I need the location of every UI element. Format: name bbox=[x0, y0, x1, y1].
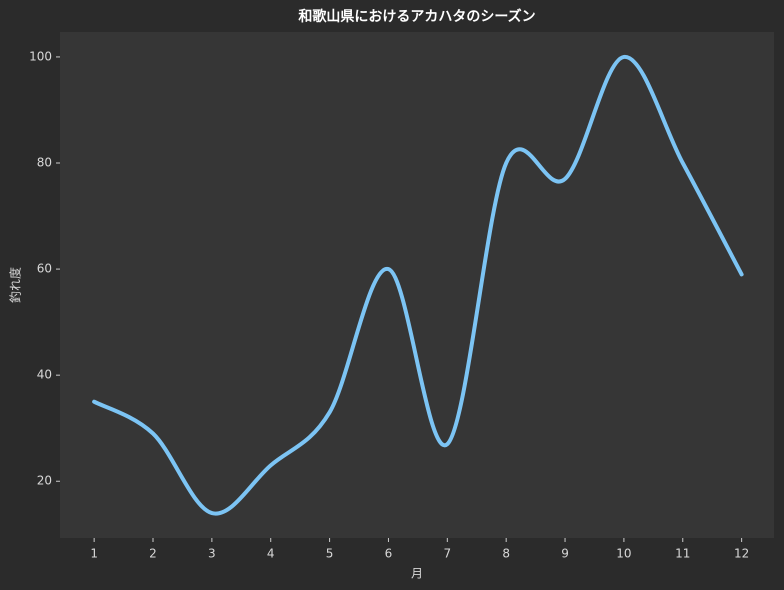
y-tick-label: 40 bbox=[37, 368, 52, 382]
plot-area bbox=[60, 32, 774, 538]
x-tick-label: 11 bbox=[675, 547, 690, 561]
y-tick-label: 60 bbox=[37, 262, 52, 276]
x-tick-label: 8 bbox=[502, 547, 510, 561]
x-tick-label: 12 bbox=[734, 547, 749, 561]
x-tick-label: 6 bbox=[385, 547, 393, 561]
chart-title: 和歌山県におけるアカハタのシーズン bbox=[298, 8, 535, 25]
y-tick-label: 20 bbox=[37, 474, 52, 488]
x-tick-label: 4 bbox=[267, 547, 275, 561]
y-tick-label: 80 bbox=[37, 156, 52, 170]
x-tick-label: 10 bbox=[616, 547, 631, 561]
x-tick-label: 9 bbox=[561, 547, 569, 561]
y-axis-label: 釣れ度 bbox=[8, 267, 23, 303]
line-series bbox=[92, 54, 744, 516]
x-axis-label: 月 bbox=[411, 567, 423, 581]
x-tick-label: 5 bbox=[326, 547, 334, 561]
x-tick-label: 1 bbox=[90, 547, 98, 561]
x-tick-label: 2 bbox=[149, 547, 157, 561]
x-tick-label: 3 bbox=[208, 547, 216, 561]
x-tick-label: 7 bbox=[443, 547, 451, 561]
y-tick-label: 100 bbox=[29, 49, 52, 63]
